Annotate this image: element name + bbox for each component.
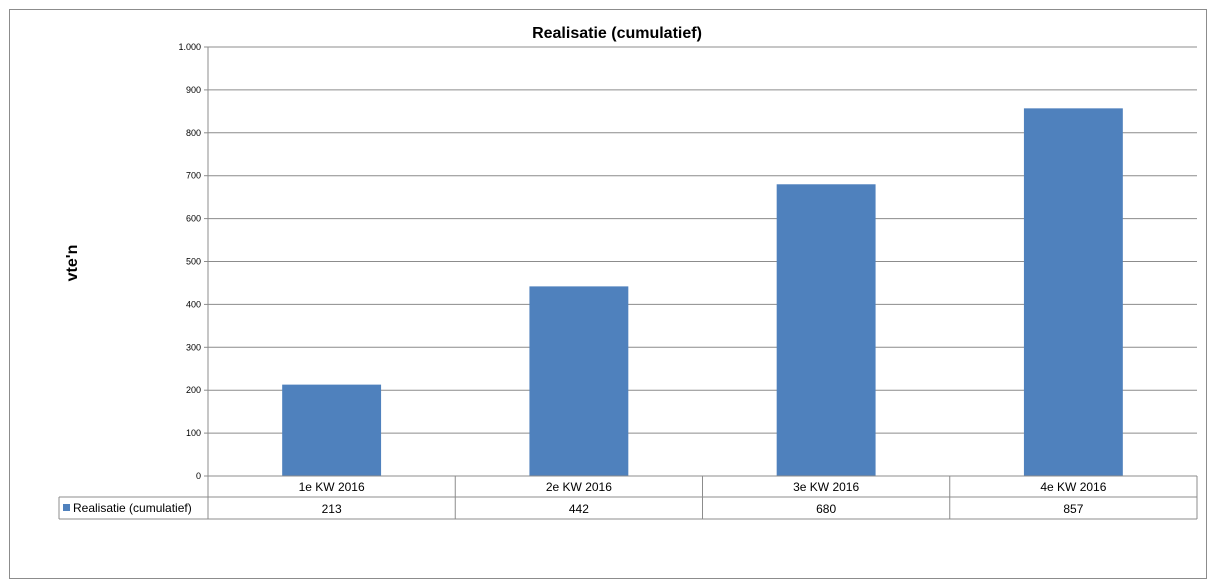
x-category-label: 2e KW 2016 <box>546 480 612 494</box>
legend-key <box>63 504 70 511</box>
y-tick-label: 700 <box>186 171 201 181</box>
data-value-label: 442 <box>569 502 589 516</box>
legend-label: Realisatie (cumulatief) <box>73 501 192 515</box>
y-tick-label: 900 <box>186 85 201 95</box>
x-category-label: 4e KW 2016 <box>1040 480 1106 494</box>
y-tick-label: 500 <box>186 257 201 267</box>
y-axis-label: vte'n <box>64 245 81 282</box>
y-tick-label: 300 <box>186 342 201 352</box>
bars <box>282 108 1123 477</box>
bar <box>1023 108 1123 477</box>
chart-title: Realisatie (cumulatief) <box>532 25 702 42</box>
y-tick-label: 600 <box>186 214 201 224</box>
data-value-label: 680 <box>816 502 836 516</box>
bar <box>529 286 629 476</box>
y-tick-label: 100 <box>186 428 201 438</box>
y-axis-ticks: 0 100 200 300 400 500 600 700 800 900 1.000 <box>178 42 201 481</box>
y-tick-label: 1.000 <box>178 42 201 52</box>
bar <box>282 384 382 476</box>
x-category-label: 1e KW 2016 <box>299 480 365 494</box>
y-tick-label: 800 <box>186 128 201 138</box>
bar <box>776 184 876 476</box>
data-table: 1e KW 2016 2e KW 2016 3e KW 2016 4e KW 2016… <box>58 475 1198 520</box>
y-tick-label: 400 <box>186 299 201 309</box>
y-tick-label: 0 <box>196 471 201 481</box>
data-value-label: 213 <box>322 502 342 516</box>
x-category-label: 3e KW 2016 <box>793 480 859 494</box>
y-tick-label: 200 <box>186 385 201 395</box>
data-value-label: 857 <box>1063 502 1083 516</box>
